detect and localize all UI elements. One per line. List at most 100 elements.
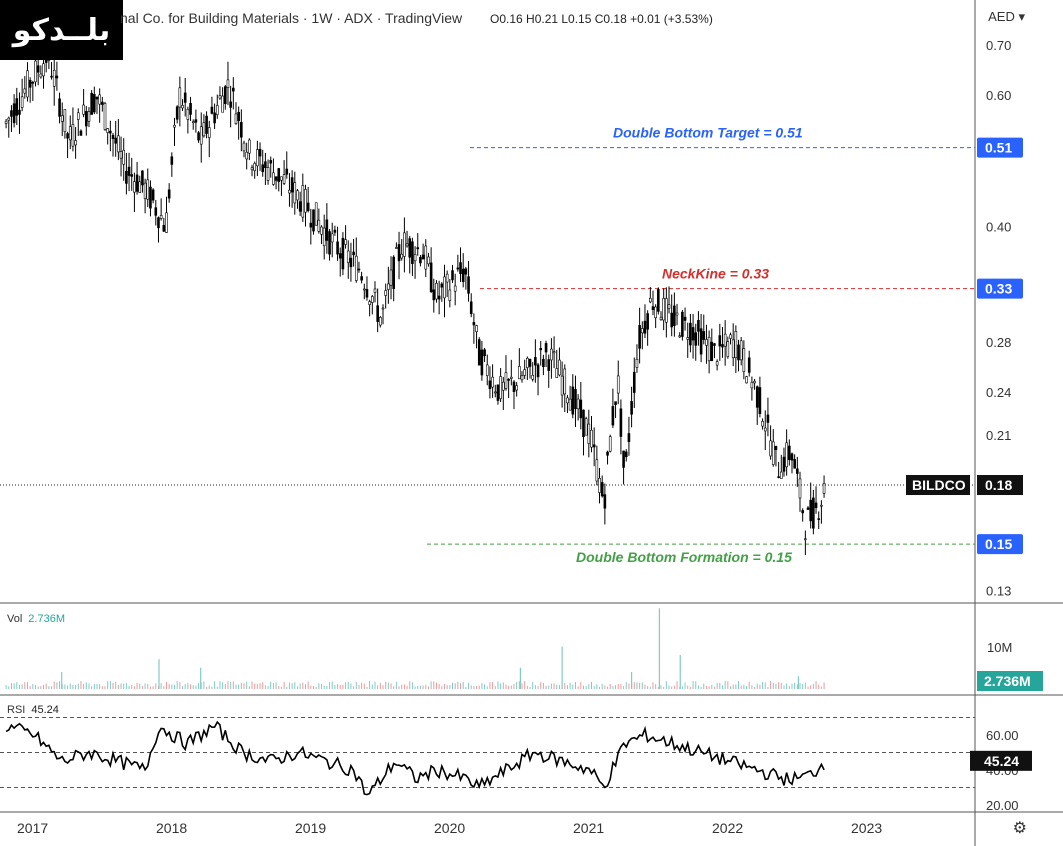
candle-body [371, 296, 374, 303]
x-tick-label: 2018 [156, 820, 187, 836]
candle-body [568, 398, 572, 411]
y-tick-label: 0.60 [986, 88, 1011, 103]
y-tick-label: 0.28 [986, 335, 1011, 350]
candle-body [592, 444, 596, 448]
candle-body [63, 109, 67, 132]
candle-body [277, 168, 281, 182]
price-badge [977, 534, 1023, 555]
price-badge-label: 0.33 [985, 281, 1012, 297]
candle-body [750, 381, 754, 389]
candle-body [223, 86, 227, 104]
candle-body [742, 348, 746, 372]
candle-body [269, 160, 273, 164]
price-badge-label: 0.51 [985, 140, 1012, 156]
candle-body [769, 440, 772, 457]
candle-body [10, 110, 13, 117]
candle-body [616, 375, 620, 394]
candle-body [210, 106, 214, 114]
candle-body [713, 343, 716, 346]
symbol-badge [906, 475, 970, 496]
candle-body [58, 98, 61, 117]
candle-body [288, 189, 291, 194]
candle-body [266, 167, 270, 181]
candle-body [362, 288, 366, 291]
candle-body [606, 451, 609, 456]
candle-body [456, 267, 460, 270]
candle-body [758, 387, 762, 415]
candle-body [397, 244, 401, 262]
candle-body [146, 179, 150, 200]
candle-body [31, 82, 35, 84]
candle-body [435, 283, 438, 300]
candle-body [373, 288, 377, 293]
candle-body [360, 276, 363, 281]
candle-body [98, 94, 101, 105]
candle-body [483, 349, 486, 357]
candle-body [109, 130, 112, 134]
candle-body [774, 445, 778, 451]
candle-body [485, 364, 489, 376]
candle-body [646, 313, 649, 330]
candle-body [111, 134, 115, 139]
candle-body [175, 106, 179, 120]
candle-body [467, 276, 470, 294]
currency-selector[interactable]: AED ▾ [988, 9, 1025, 24]
price-badge [977, 137, 1023, 158]
candle-body [432, 289, 436, 301]
candle-body [258, 148, 262, 157]
candle-body [290, 177, 294, 193]
candle-body [133, 181, 136, 193]
candle-body [354, 255, 358, 281]
candle-body [528, 358, 532, 367]
volume-badge-label: 2.736M [984, 673, 1031, 689]
candle-body [673, 305, 676, 326]
candle-body [710, 341, 714, 362]
candle-body [707, 336, 711, 362]
candle-body [576, 398, 580, 410]
candle-body [739, 340, 743, 361]
candle-body [127, 166, 131, 176]
x-tick-label: 2021 [573, 820, 604, 836]
candle-body [306, 202, 310, 211]
gear-icon[interactable]: ⚙ [1012, 820, 1027, 837]
candle-body [547, 359, 551, 371]
candle-body [320, 226, 323, 235]
candle-body [531, 374, 534, 380]
candle-body [600, 482, 604, 497]
candle-body [162, 225, 166, 232]
candle-body [782, 456, 786, 472]
candle-body [582, 409, 585, 438]
candle-body [766, 414, 770, 423]
candle-body [542, 358, 545, 368]
candle-body [804, 538, 807, 541]
candle-body [779, 471, 783, 479]
candle-body [726, 341, 730, 357]
annotation-label: Double Bottom Formation = 0.15 [576, 549, 792, 565]
x-tick-label: 2023 [851, 820, 882, 836]
candle-body [523, 369, 526, 376]
candle-body [272, 172, 275, 185]
candle-body [624, 451, 628, 458]
candle-body [801, 510, 804, 514]
annotation-label: Double Bottom Target = 0.51 [613, 125, 803, 141]
candle-body [282, 174, 286, 184]
candle-body [256, 149, 259, 167]
candle-body [526, 357, 529, 368]
symbol-title: nal Co. for Building Materials · 1W · AD… [120, 10, 463, 26]
candle-body [18, 109, 21, 115]
candle-body [34, 60, 37, 83]
candle-body [608, 436, 612, 452]
candle-body [298, 201, 302, 212]
y-tick-label: 0.40 [986, 219, 1011, 234]
candle-body [793, 459, 796, 469]
candle-body [520, 375, 524, 381]
candle-body [95, 96, 99, 100]
candle-body [697, 320, 700, 332]
candle-body [130, 174, 134, 177]
candle-body [84, 111, 88, 127]
price-badge [977, 278, 1023, 299]
candle-body [411, 241, 414, 264]
candle-body [630, 401, 633, 415]
candle-body [477, 339, 481, 366]
